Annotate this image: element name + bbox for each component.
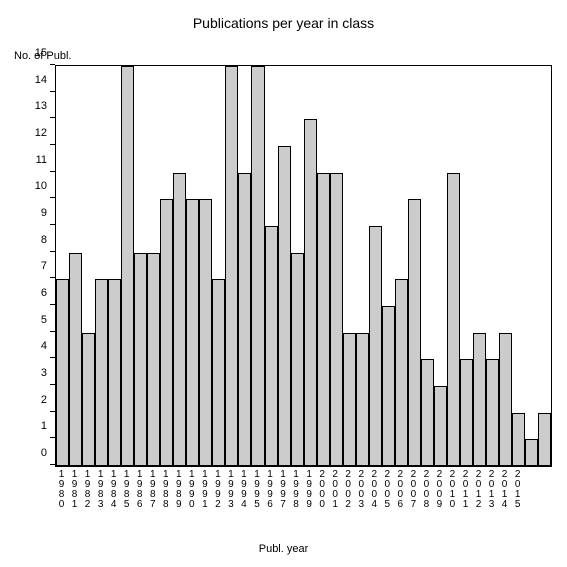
y-tick-label: 4: [41, 340, 47, 352]
bar: [265, 226, 278, 466]
plot-area: [55, 65, 552, 467]
bar: [395, 279, 408, 466]
bar: [486, 359, 499, 466]
x-tick-label: 1987: [146, 466, 159, 526]
bar: [69, 253, 82, 466]
bar: [343, 333, 356, 466]
bar: [95, 279, 108, 466]
bar: [317, 173, 330, 466]
y-tick-label: 10: [35, 180, 47, 192]
x-tick-label: 2002: [342, 466, 355, 526]
x-tick-label: 1985: [120, 466, 133, 526]
bar: [108, 279, 121, 466]
y-tick-label: 12: [35, 127, 47, 139]
x-tick-label: 1997: [277, 466, 290, 526]
bar: [56, 279, 69, 466]
bar: [278, 146, 291, 466]
x-tick-empty: [524, 466, 537, 526]
x-tick-label: 1988: [159, 466, 172, 526]
bar: [212, 279, 225, 466]
x-tick-label: 1998: [290, 466, 303, 526]
bar: [382, 306, 395, 466]
bar: [434, 386, 447, 466]
bar: [421, 359, 434, 466]
y-tick-label: 1: [41, 420, 47, 432]
bar: [473, 333, 486, 466]
y-tick-label: 5: [41, 314, 47, 326]
bar: [225, 66, 238, 466]
y-tick-label: 3: [41, 367, 47, 379]
bar: [538, 413, 551, 466]
bar: [173, 173, 186, 466]
x-tick-label: 1994: [237, 466, 250, 526]
x-tick-label: 2006: [394, 466, 407, 526]
x-tick-label: 1999: [303, 466, 316, 526]
bar: [160, 199, 173, 466]
x-tick-label: 1986: [133, 466, 146, 526]
x-tick-label: 2011: [459, 466, 472, 526]
bar: [199, 199, 212, 466]
x-tick-label: 2009: [433, 466, 446, 526]
y-tick-label: 14: [35, 74, 47, 86]
x-tick-label: 2008: [420, 466, 433, 526]
bar: [186, 199, 199, 466]
bar: [408, 199, 421, 466]
bar: [121, 66, 134, 466]
y-tick-label: 2: [41, 394, 47, 406]
x-tick-label: 1990: [185, 466, 198, 526]
x-tick-label: 1980: [55, 466, 68, 526]
x-axis-title: Publ. year: [0, 543, 567, 555]
x-tick-label: 1991: [198, 466, 211, 526]
x-tick-label: 1983: [94, 466, 107, 526]
chart-container: Publications per year in class No. of Pu…: [0, 0, 567, 567]
bar: [251, 66, 264, 466]
y-tick-label: 8: [41, 234, 47, 246]
x-tick-label: 2004: [368, 466, 381, 526]
x-tick-label: 1982: [81, 466, 94, 526]
bar: [291, 253, 304, 466]
bar: [499, 333, 512, 466]
y-tick-label: 13: [35, 100, 47, 112]
y-tick-label: 15: [35, 47, 47, 59]
x-tick-label: 1981: [68, 466, 81, 526]
x-tick-label: 1995: [250, 466, 263, 526]
x-tick-label: 1984: [107, 466, 120, 526]
x-tick-label: 2003: [355, 466, 368, 526]
x-tick-label: 2001: [329, 466, 342, 526]
bar: [134, 253, 147, 466]
x-tick-label: 2012: [472, 466, 485, 526]
bars-group: [56, 66, 551, 466]
x-tick-label: 2000: [316, 466, 329, 526]
bar: [238, 173, 251, 466]
y-tick-label: 0: [41, 447, 47, 459]
x-tick-label: 2015: [511, 466, 524, 526]
x-tick-label: 2013: [485, 466, 498, 526]
x-tick-label: 1989: [172, 466, 185, 526]
bar: [147, 253, 160, 466]
bar: [369, 226, 382, 466]
x-tick-label: 1996: [264, 466, 277, 526]
bar: [525, 439, 538, 466]
x-axis-ticks: 1980198119821983198419851986198719881989…: [55, 466, 550, 526]
chart-title: Publications per year in class: [0, 15, 567, 31]
bar: [447, 173, 460, 466]
x-tick-label: 2014: [498, 466, 511, 526]
bar: [82, 333, 95, 466]
y-tick-label: 9: [41, 207, 47, 219]
y-axis-ticks: 0123456789101112131415: [0, 65, 55, 465]
x-tick-label: 1993: [224, 466, 237, 526]
x-tick-label: 2005: [381, 466, 394, 526]
x-tick-label: 2010: [446, 466, 459, 526]
y-tick-label: 11: [36, 154, 47, 166]
y-tick-label: 7: [41, 260, 47, 272]
bar: [512, 413, 525, 466]
bar: [330, 173, 343, 466]
bar: [356, 333, 369, 466]
x-tick-label: 1992: [211, 466, 224, 526]
x-tick-label: 2007: [407, 466, 420, 526]
bar: [460, 359, 473, 466]
bar: [304, 119, 317, 466]
x-tick-empty: [537, 466, 550, 526]
y-tick-label: 6: [41, 287, 47, 299]
